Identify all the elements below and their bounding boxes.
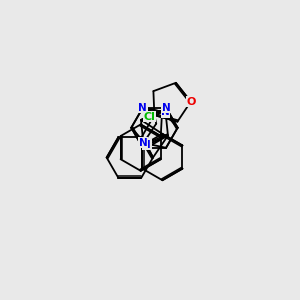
Text: N: N [139,138,148,148]
Text: N: N [142,140,151,150]
Text: N: N [139,103,147,112]
Text: O: O [186,97,196,106]
Text: Cl: Cl [143,112,155,122]
Text: N: N [161,107,170,118]
Text: N: N [162,103,170,112]
